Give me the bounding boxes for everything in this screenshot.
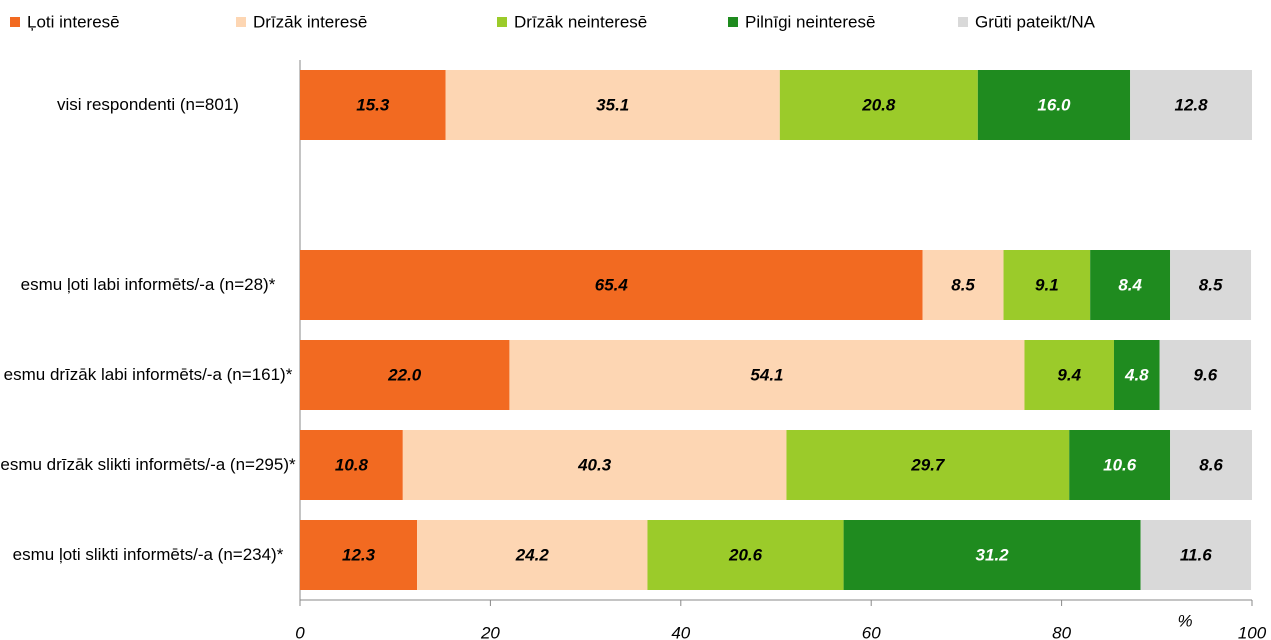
x-tick-label: 80 <box>1052 623 1071 640</box>
bar-segment <box>843 520 1141 590</box>
value-label: 9.4 <box>1057 365 1081 384</box>
value-label: 10.6 <box>1103 455 1137 474</box>
legend-swatch <box>497 17 507 27</box>
bar-segment <box>1069 430 1171 500</box>
legend-swatch <box>236 17 246 27</box>
category-label: visi respondenti (n=801) <box>57 95 239 114</box>
value-label: 22.0 <box>387 365 422 384</box>
category-label: esmu drīzāk labi informēts/-a (n=161)* <box>3 365 293 384</box>
bar-segment <box>402 430 787 500</box>
value-label: 8.5 <box>951 275 975 294</box>
value-label: 9.6 <box>1194 365 1218 384</box>
value-label: 8.4 <box>1118 275 1142 294</box>
value-label: 29.7 <box>910 455 946 474</box>
bar-segment <box>300 70 446 140</box>
legend-swatch <box>10 17 20 27</box>
category-label: esmu ļoti labi informēts/-a (n=28)* <box>20 275 276 294</box>
legend-label: Ļoti interesē <box>27 12 120 31</box>
value-label: 4.8 <box>1124 365 1149 384</box>
bar-segment <box>300 520 418 590</box>
bar-segment <box>1159 340 1252 410</box>
legend-label: Pilnīgi neinteresē <box>745 12 875 31</box>
legend-swatch <box>958 17 968 27</box>
x-unit: % <box>1177 611 1192 630</box>
bar-segment <box>647 520 844 590</box>
bar-segment <box>445 70 780 140</box>
bar-segment <box>1170 430 1252 500</box>
bar-segment <box>417 520 648 590</box>
value-label: 11.6 <box>1180 545 1212 564</box>
x-tick-label: 40 <box>671 623 690 640</box>
bar-segment <box>1090 250 1171 320</box>
value-label: 54.1 <box>750 365 783 384</box>
bar-segment <box>1113 340 1160 410</box>
bar-segment <box>1170 250 1252 320</box>
legend-label: Drīzāk interesē <box>253 12 367 31</box>
x-tick-label: 60 <box>862 623 881 640</box>
bar-segment <box>922 250 1004 320</box>
bar-segment <box>509 340 1025 410</box>
value-label: 24.2 <box>515 545 550 564</box>
value-label: 65.4 <box>595 275 629 294</box>
value-label: 31.2 <box>976 545 1010 564</box>
category-label: esmu drīzāk slikti informēts/-a (n=295)* <box>0 455 296 474</box>
bar-segment <box>1130 70 1252 140</box>
bar-segment <box>300 430 403 500</box>
legend-label: Drīzāk neinteresē <box>514 12 647 31</box>
value-label: 20.8 <box>861 95 896 114</box>
bar-segment <box>300 340 510 410</box>
value-label: 9.1 <box>1035 275 1059 294</box>
value-label: 35.1 <box>596 95 629 114</box>
legend-label: Grūti pateikt/NA <box>975 12 1096 31</box>
bar-segment <box>1024 340 1114 410</box>
value-label: 20.6 <box>728 545 763 564</box>
value-label: 16.0 <box>1037 95 1071 114</box>
bar-segment <box>977 70 1131 140</box>
x-tick-label: 0 <box>295 623 305 640</box>
value-label: 12.3 <box>342 545 376 564</box>
x-tick-label: 20 <box>480 623 500 640</box>
bar-segment <box>1003 250 1091 320</box>
x-tick-label: 100 <box>1238 623 1267 640</box>
category-label: esmu ļoti slikti informēts/-a (n=234)* <box>12 545 284 564</box>
bar-segment <box>1140 520 1252 590</box>
value-label: 15.3 <box>356 95 390 114</box>
value-label: 40.3 <box>577 455 612 474</box>
value-label: 12.8 <box>1175 95 1209 114</box>
value-label: 8.6 <box>1199 455 1223 474</box>
bar-segment <box>300 250 923 320</box>
value-label: 8.5 <box>1199 275 1223 294</box>
legend-swatch <box>728 17 738 27</box>
bar-segment <box>786 430 1070 500</box>
bar-segment <box>779 70 978 140</box>
value-label: 10.8 <box>335 455 369 474</box>
